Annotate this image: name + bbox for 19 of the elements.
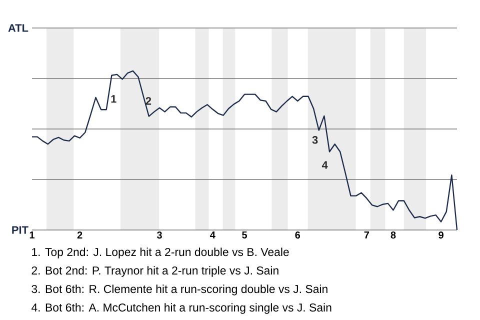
- annotation: 4: [322, 161, 328, 169]
- x-tick-label: 6: [295, 232, 300, 239]
- text: 2. Bot 2nd: P. Traynor hit a 2-run triple vs J. Sain: [32, 266, 278, 277]
- x-tick-label: 7: [364, 232, 370, 238]
- annotation: 1: [111, 95, 116, 103]
- x-tick-label: 5: [242, 232, 247, 238]
- text: PIT: [12, 226, 28, 234]
- x-tick-label: 4: [210, 232, 216, 238]
- x-tick-label: 1: [30, 232, 34, 238]
- text: 1. Top 2nd: J. Lopez hit a 2-run double vs B. Veale: [32, 248, 289, 258]
- x-tick-label: 3: [156, 232, 162, 239]
- annotation: 2: [146, 97, 152, 105]
- text: ATL: [8, 24, 28, 32]
- annotation: 3: [312, 136, 318, 144]
- x-tick-label: 2: [77, 232, 82, 238]
- text: 3. Bot 6th: R. Clemente hit a run-scoring double vs J. Sain: [32, 284, 328, 296]
- text: 4. Bot 6th: A. McCutchen hit a run-scoring single vs J. Sain: [31, 303, 332, 314]
- x-tick-label: 8: [390, 232, 396, 239]
- x-tick-label: 9: [438, 232, 444, 239]
